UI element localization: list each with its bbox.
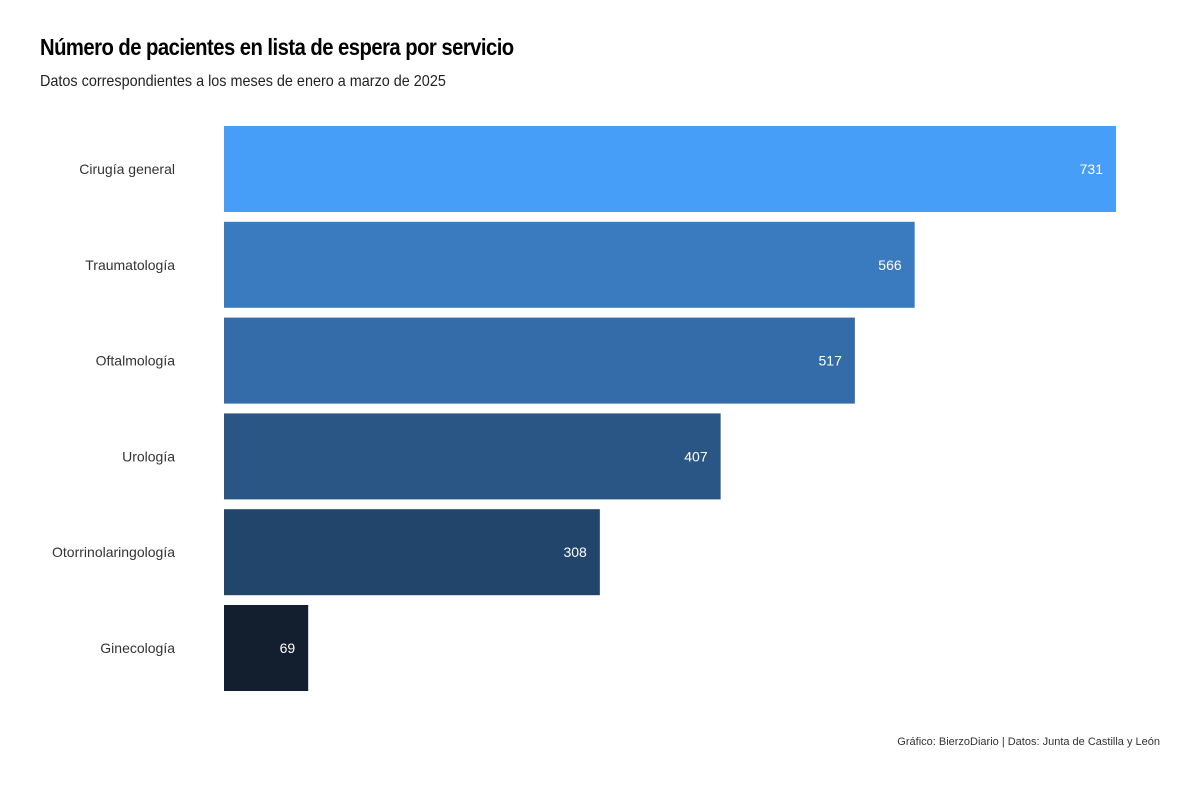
value-label-traumatologia: 566 bbox=[878, 257, 902, 273]
value-label-urologia: 407 bbox=[684, 448, 708, 464]
value-label-otorrinolaringologia: 308 bbox=[563, 544, 587, 560]
bar-cirugia-general bbox=[224, 126, 1116, 212]
category-label-otorrinolaringologia: Otorrinolaringología bbox=[52, 544, 175, 560]
value-label-cirugia-general: 731 bbox=[1080, 161, 1104, 177]
bar-otorrinolaringologia bbox=[224, 509, 600, 596]
category-label-ginecologia: Ginecología bbox=[100, 640, 175, 656]
chart-caption: Gráfico: BierzoDiario | Datos: Junta de … bbox=[897, 736, 1160, 748]
category-label-oftalmologia: Oftalmología bbox=[96, 353, 176, 369]
category-label-cirugia-general: Cirugía general bbox=[79, 161, 175, 177]
bar-urologia bbox=[224, 413, 721, 500]
chart-subtitle: Datos correspondientes a los meses de en… bbox=[40, 73, 446, 90]
category-label-urologia: Urología bbox=[122, 448, 175, 464]
bar-ginecologia bbox=[224, 605, 309, 691]
category-label-traumatologia: Traumatología bbox=[85, 257, 175, 273]
chart-title: Número de pacientes en lista de espera p… bbox=[40, 34, 514, 60]
bar-traumatologia bbox=[224, 221, 915, 308]
value-label-ginecologia: 69 bbox=[280, 640, 296, 656]
value-label-oftalmologia: 517 bbox=[819, 353, 843, 369]
bar-oftalmologia bbox=[224, 317, 855, 404]
